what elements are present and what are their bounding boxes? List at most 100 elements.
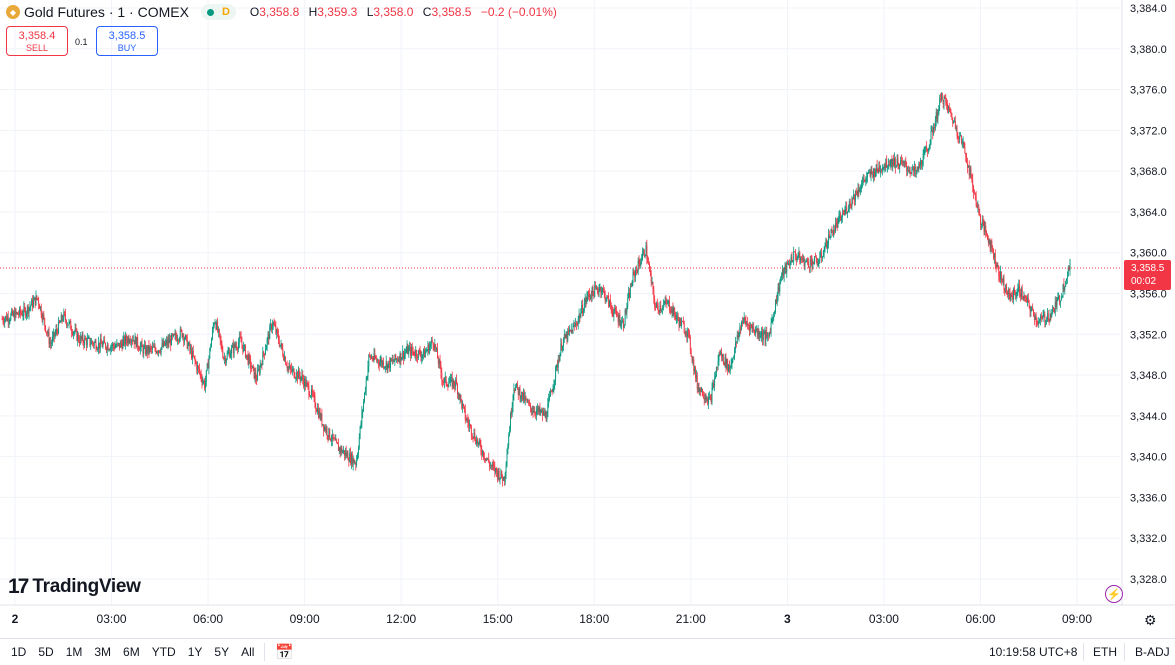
candle: [120, 339, 122, 348]
candle: [688, 328, 690, 339]
candle: [798, 246, 800, 259]
candle: [739, 322, 741, 337]
candle: [1002, 275, 1004, 286]
candle: [46, 329, 48, 338]
range-3m[interactable]: 3M: [94, 644, 112, 659]
candle: [252, 364, 254, 372]
candle: [852, 197, 854, 205]
candle: [884, 162, 886, 171]
y-tick-label: 3,336.0: [1130, 492, 1167, 504]
candle: [903, 161, 905, 168]
candle: [950, 108, 952, 117]
time-axis[interactable]: 2 03:00 06:00 09:00 12:00 15:00 18:00 21:00 3 03:…: [12, 612, 1093, 626]
candle: [681, 317, 683, 329]
y-tick-label: 3,352.0: [1130, 329, 1167, 341]
candle: [711, 382, 713, 406]
candle: [360, 420, 362, 429]
candle: [846, 201, 848, 215]
candle: [279, 344, 281, 348]
candle: [132, 335, 134, 342]
candle: [1025, 295, 1027, 303]
candle: [1028, 299, 1030, 309]
candle: [425, 346, 427, 354]
candle: [647, 255, 649, 264]
candle: [626, 302, 628, 319]
candle: [417, 349, 419, 361]
lightning-icon[interactable]: ⚡: [1105, 585, 1123, 603]
candle: [184, 336, 186, 346]
candle: [614, 304, 616, 314]
range-5y[interactable]: 5Y: [214, 644, 230, 659]
candle: [246, 354, 248, 361]
candle: [662, 305, 663, 315]
candle: [416, 349, 418, 362]
calendar-icon[interactable]: 📅: [275, 643, 295, 661]
candle: [16, 311, 18, 315]
candle: [507, 443, 509, 455]
candle: [981, 215, 983, 229]
candle: [645, 241, 647, 257]
candle: [697, 382, 699, 393]
range-ytd[interactable]: YTD: [151, 644, 176, 659]
candle: [875, 164, 877, 177]
candle: [894, 156, 896, 174]
clock-display[interactable]: 10:19:58 UTC+8: [989, 645, 1078, 659]
x-tick-label: 18:00: [579, 612, 609, 626]
sell-button[interactable]: 3,358.4 SELL: [6, 26, 68, 56]
tradingview-logo[interactable]: 17 TradingView: [8, 575, 141, 599]
range-1d[interactable]: 1D: [11, 644, 27, 659]
candle: [655, 302, 656, 311]
candle: [535, 411, 537, 419]
range-5d[interactable]: 5D: [38, 644, 54, 659]
range-1y[interactable]: 1Y: [187, 644, 203, 659]
range-6m[interactable]: 6M: [123, 644, 140, 659]
candle: [906, 161, 908, 177]
candle: [873, 167, 875, 183]
candle: [928, 144, 930, 152]
candle: [60, 312, 62, 323]
candle: [406, 340, 408, 355]
candle: [555, 365, 557, 386]
candle: [1069, 258, 1071, 276]
symbol-title[interactable]: Gold Futures · 1 · COMEX: [24, 4, 189, 20]
candle: [136, 337, 138, 348]
buy-button[interactable]: 3,358.5 BUY: [96, 26, 158, 56]
candle: [452, 378, 454, 389]
candle: [543, 407, 544, 416]
candle: [469, 419, 471, 433]
candle: [188, 342, 190, 346]
candle: [97, 346, 99, 353]
open-label: O: [249, 5, 260, 19]
candle: [1033, 311, 1035, 326]
candle: [96, 345, 98, 351]
candle: [224, 355, 226, 367]
candle: [256, 374, 258, 386]
candle: [552, 384, 554, 393]
candle: [1058, 292, 1060, 300]
session-toggle[interactable]: ETH: [1093, 645, 1117, 659]
candle: [376, 355, 378, 363]
adjustment-toggle[interactable]: B-ADJ: [1135, 645, 1170, 659]
price-chart[interactable]: 3,384.0 3,380.0 3,376.0 3,372.0 3,368.0 3,364…: [0, 0, 1175, 638]
price-axis[interactable]: 3,384.0 3,380.0 3,376.0 3,372.0 3,368.0 3,364…: [1130, 3, 1167, 586]
candle: [815, 255, 817, 264]
candle: [299, 371, 301, 386]
candle: [864, 179, 866, 182]
candle: [204, 378, 206, 391]
candle: [13, 306, 15, 322]
gear-icon[interactable]: ⚙: [1144, 612, 1157, 628]
candle: [613, 308, 615, 322]
range-all[interactable]: All: [241, 644, 255, 659]
market-status-badge[interactable]: D: [200, 4, 236, 20]
candle: [356, 455, 358, 468]
candle: [9, 317, 11, 325]
candle: [314, 392, 316, 409]
candle: [427, 341, 429, 356]
range-1m[interactable]: 1M: [65, 644, 83, 659]
candle: [589, 294, 591, 301]
candle: [324, 424, 325, 432]
candle: [912, 164, 914, 171]
candle: [415, 345, 417, 361]
candle: [732, 358, 734, 364]
candle: [759, 331, 761, 342]
